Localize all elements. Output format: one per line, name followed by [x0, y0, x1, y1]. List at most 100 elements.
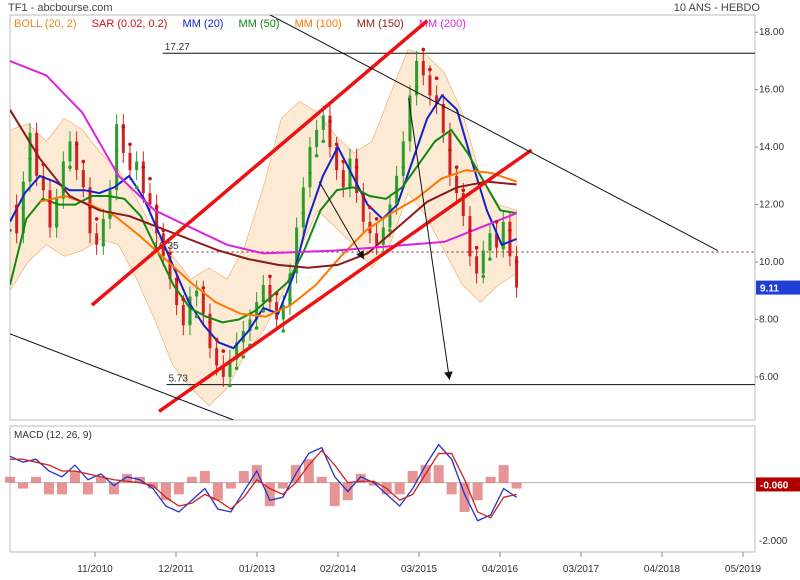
sar-dot [101, 242, 106, 247]
macd-histogram-bar [43, 482, 54, 495]
sar-dot [34, 148, 39, 152]
macd-histogram-bar [17, 482, 28, 489]
sar-dot [74, 142, 79, 147]
y-tick-label: 6.00 [759, 372, 779, 383]
macd-histogram-bar [407, 470, 418, 483]
price-candle [328, 115, 332, 148]
x-tick-label: 04/2018 [644, 564, 681, 575]
macd-line [9, 443, 517, 522]
x-tick-label: 05/2019 [725, 564, 762, 575]
sar-dot [114, 148, 119, 152]
sar-dot [421, 47, 426, 52]
macd-histogram-bar [511, 482, 522, 489]
sar-dot [501, 245, 506, 250]
price-candle [341, 170, 345, 188]
price-candle [375, 233, 379, 245]
price-candle [228, 359, 232, 377]
level-label-1: 10.35 [154, 241, 179, 252]
macd-histogram-bar [199, 470, 210, 483]
macd-histogram-bar [186, 476, 197, 483]
macd-histogram-bar [5, 476, 15, 483]
sar-dot [328, 119, 332, 124]
price-candle [495, 233, 499, 248]
legend-boll: BOLL (20, 2) [14, 18, 77, 30]
price-candle [301, 187, 305, 228]
macd-histogram-bar [472, 482, 483, 501]
sar-dot [408, 119, 412, 124]
sar-dot [174, 277, 179, 282]
macd-histogram-bar [368, 482, 379, 486]
price-candle [128, 152, 132, 171]
x-tick-label: 04/2016 [482, 564, 519, 575]
sar-dot [508, 228, 512, 233]
axis-layer: 18.00 16.00 14.00 12.00 10.00 8.00 6.00 9.11 11/… [77, 27, 800, 575]
sar-dot [54, 222, 59, 227]
sar-dot [68, 165, 72, 170]
price-candle [515, 256, 519, 288]
macd-histogram-bar [108, 482, 119, 495]
sar-dot [374, 217, 379, 221]
trend-line-2 [269, 15, 718, 251]
ma-line-4 [10, 60, 517, 255]
indicator-legend: BOLL (20, 2) SAR (0.02, 0.2) MM (20) MM … [14, 18, 478, 30]
arrow-shaft-0 [318, 181, 365, 260]
sar-dot [28, 156, 32, 161]
price-layer: 17.27 10.35 5.73 [10, 15, 755, 420]
price-candle [55, 198, 59, 228]
sar-dot [274, 291, 279, 296]
sar-dot [481, 274, 486, 279]
sar-dot [314, 153, 319, 158]
macd-y-tick: -2.000 [759, 536, 788, 547]
macd-histogram-bar [459, 482, 470, 512]
macd-histogram-bar [329, 482, 340, 507]
price-candle [295, 227, 299, 274]
macd-histogram-bar [433, 465, 444, 483]
price-candle [195, 290, 199, 297]
price-candle [95, 233, 99, 245]
macd-histogram-bar [394, 482, 405, 495]
price-candle [355, 158, 359, 194]
macd-histogram-bar [485, 476, 496, 483]
sar-dot [21, 205, 26, 210]
arrow-shaft-1 [408, 98, 451, 380]
price-candle [435, 95, 439, 105]
sar-dot [241, 355, 246, 359]
sar-dot [168, 251, 172, 256]
sar-dot [401, 165, 406, 170]
legend-sar: SAR (0.02, 0.2) [91, 18, 168, 30]
macd-histogram-bar [95, 476, 106, 483]
price-candle [15, 204, 19, 234]
sar-dot [468, 228, 472, 233]
y-tick-label: 8.00 [759, 314, 779, 325]
ma-line-2 [39, 169, 517, 318]
level-label-0: 17.27 [165, 42, 190, 53]
macd-histogram-bar [82, 482, 93, 495]
y-tick-label: 18.00 [759, 27, 784, 38]
sar-dot [454, 165, 459, 170]
sar-dot [308, 171, 312, 175]
sar-dot [348, 182, 352, 187]
sar-dot [268, 274, 272, 279]
macd-histogram-bar [238, 470, 249, 483]
sar-dot [488, 257, 492, 261]
sar-dot [81, 159, 86, 164]
sar-dot [61, 185, 66, 190]
legend-mm100: MM (100) [294, 18, 342, 30]
sar-dot [194, 314, 199, 319]
price-candle [41, 175, 45, 191]
macd-panel-frame [9, 425, 756, 553]
price-candle [288, 273, 292, 306]
price-candle [448, 132, 452, 176]
price-candle [101, 218, 105, 245]
x-tick-label: 01/2013 [239, 564, 276, 575]
arrow-head-0 [356, 250, 364, 260]
macd-histogram-bar [316, 476, 327, 483]
legend-mm20: MM (20) [182, 18, 224, 30]
legend-mm50: MM (50) [238, 18, 280, 30]
price-candle [181, 305, 185, 326]
price-candle [201, 290, 205, 314]
price-candle [281, 305, 285, 320]
ma-line-1 [10, 128, 517, 324]
macd-histogram-bar [56, 482, 67, 495]
price-candle [48, 190, 52, 228]
